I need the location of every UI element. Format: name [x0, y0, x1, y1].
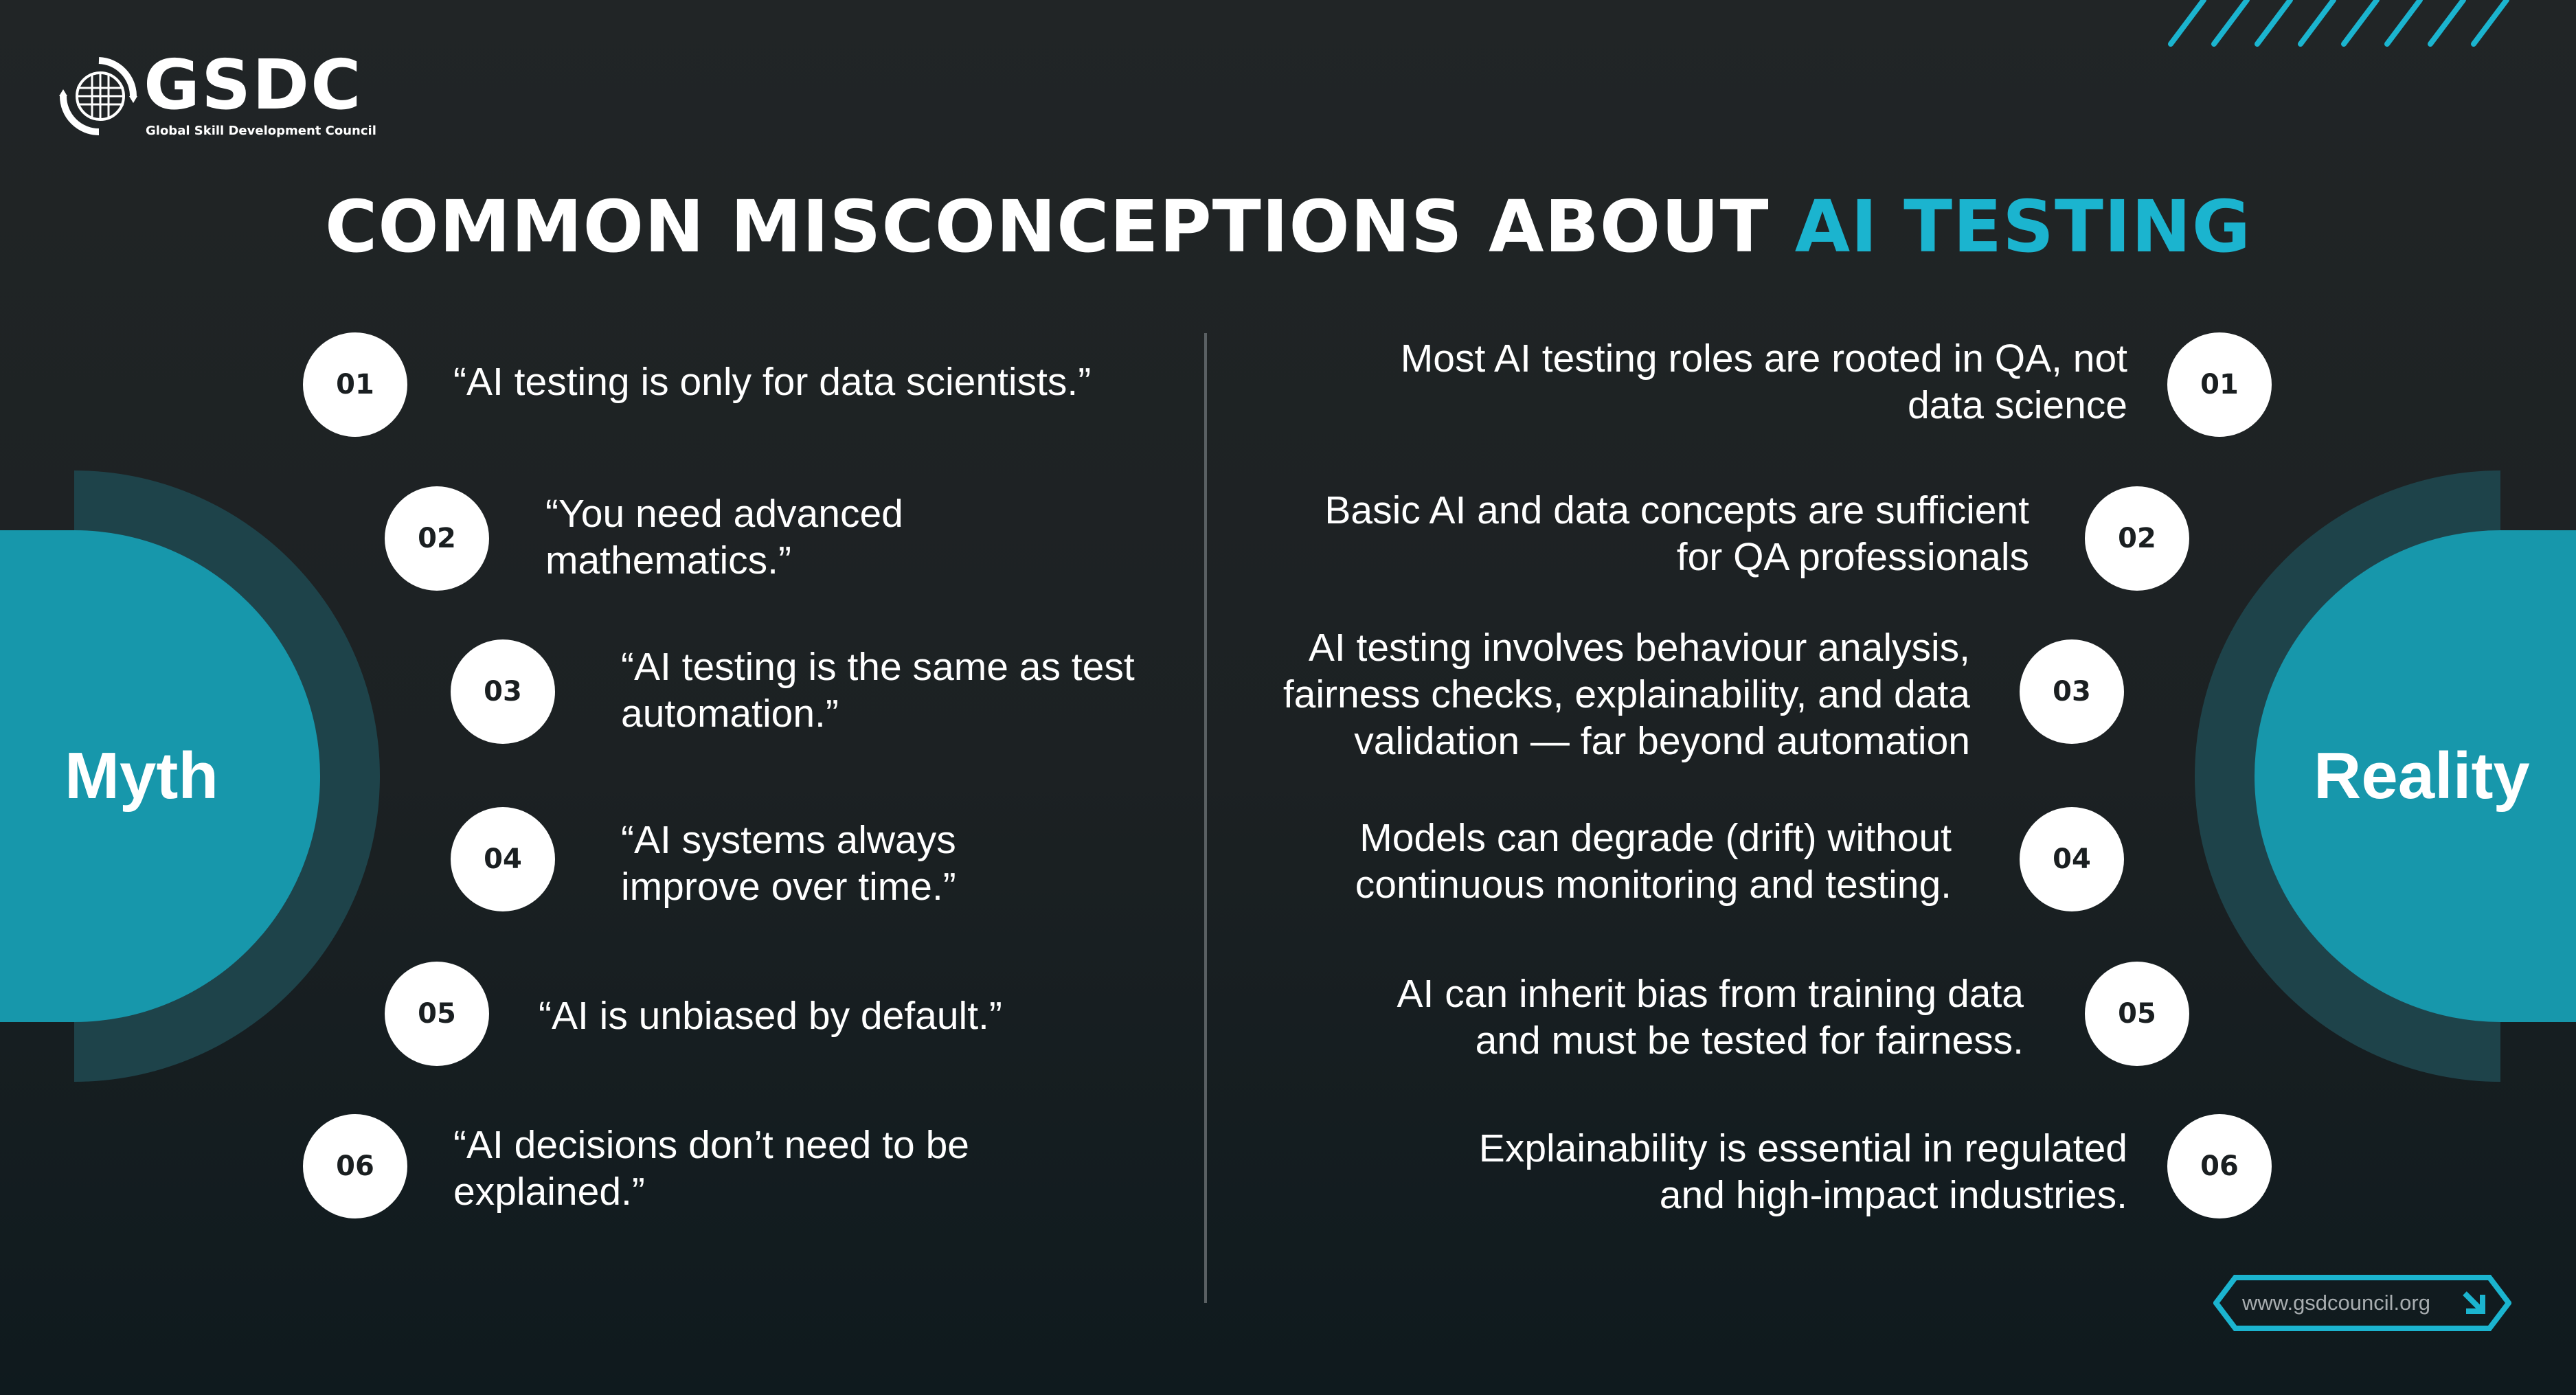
website-link-button[interactable]: www.gsdcouncil.org: [2213, 1275, 2511, 1331]
reality-text: Most AI testing roles are rooted in QA, …: [1400, 337, 2127, 427]
gsdc-logo: GSDC Global Skill Development Council: [58, 48, 376, 144]
myth-number: 01: [303, 332, 407, 437]
logo-name: GSDC: [144, 45, 363, 125]
reality-text: Basic AI and data concepts are sufficien…: [1324, 488, 2029, 579]
reality-number: 02: [2085, 486, 2189, 591]
title-accent: AI TESTING: [1794, 185, 2252, 269]
reality-text: Models can degrade (drift) without conti…: [1355, 816, 1952, 907]
myth-number: 05: [385, 962, 489, 1066]
reality-number: 01: [2167, 332, 2272, 437]
divider: [1204, 333, 1207, 1303]
reality-text: Explainability is essential in regulated…: [1478, 1126, 2127, 1217]
myth-text: “AI testing is the same as test automati…: [621, 645, 1135, 736]
reality-number: 05: [2085, 962, 2189, 1066]
reality-badge-shape: [2195, 470, 2576, 1082]
logo-subtitle: Global Skill Development Council: [146, 124, 376, 138]
myth-number: 04: [451, 807, 555, 911]
reality-text: AI testing involves behaviour analysis, …: [1283, 626, 1970, 763]
reality-number: 04: [2020, 807, 2124, 911]
myth-number: 03: [451, 639, 555, 744]
reality-label: Reality: [2314, 739, 2530, 813]
page-title: COMMON MISCONCEPTIONS ABOUT AI TESTING: [0, 184, 2576, 269]
myth-badge-shape: [0, 470, 380, 1082]
globe-icon: [59, 57, 137, 135]
title-main: COMMON MISCONCEPTIONS ABOUT: [324, 185, 1795, 269]
arrow-down-right-icon: [2463, 1291, 2485, 1314]
myth-text: “AI decisions don’t need to be explained…: [453, 1123, 969, 1214]
hexagon-frame: [2213, 1275, 2511, 1331]
decorative-stripes: [2168, 0, 2509, 47]
website-url[interactable]: www.gsdcouncil.org: [2242, 1291, 2430, 1315]
myth-text: “You need advanced mathematics.”: [545, 492, 903, 582]
reality-number: 03: [2020, 639, 2124, 744]
reality-number: 06: [2167, 1114, 2272, 1218]
myth-text: “AI testing is only for data scientists.…: [453, 360, 1092, 404]
myth-label: Myth: [65, 739, 218, 813]
myth-number: 06: [303, 1114, 407, 1218]
myth-number: 02: [385, 486, 489, 591]
reality-text: AI can inherit bias from training data a…: [1397, 972, 2024, 1063]
myth-text: “AI systems always improve over time.”: [621, 818, 956, 909]
myth-text: “AI is unbiased by default.”: [539, 994, 1002, 1038]
